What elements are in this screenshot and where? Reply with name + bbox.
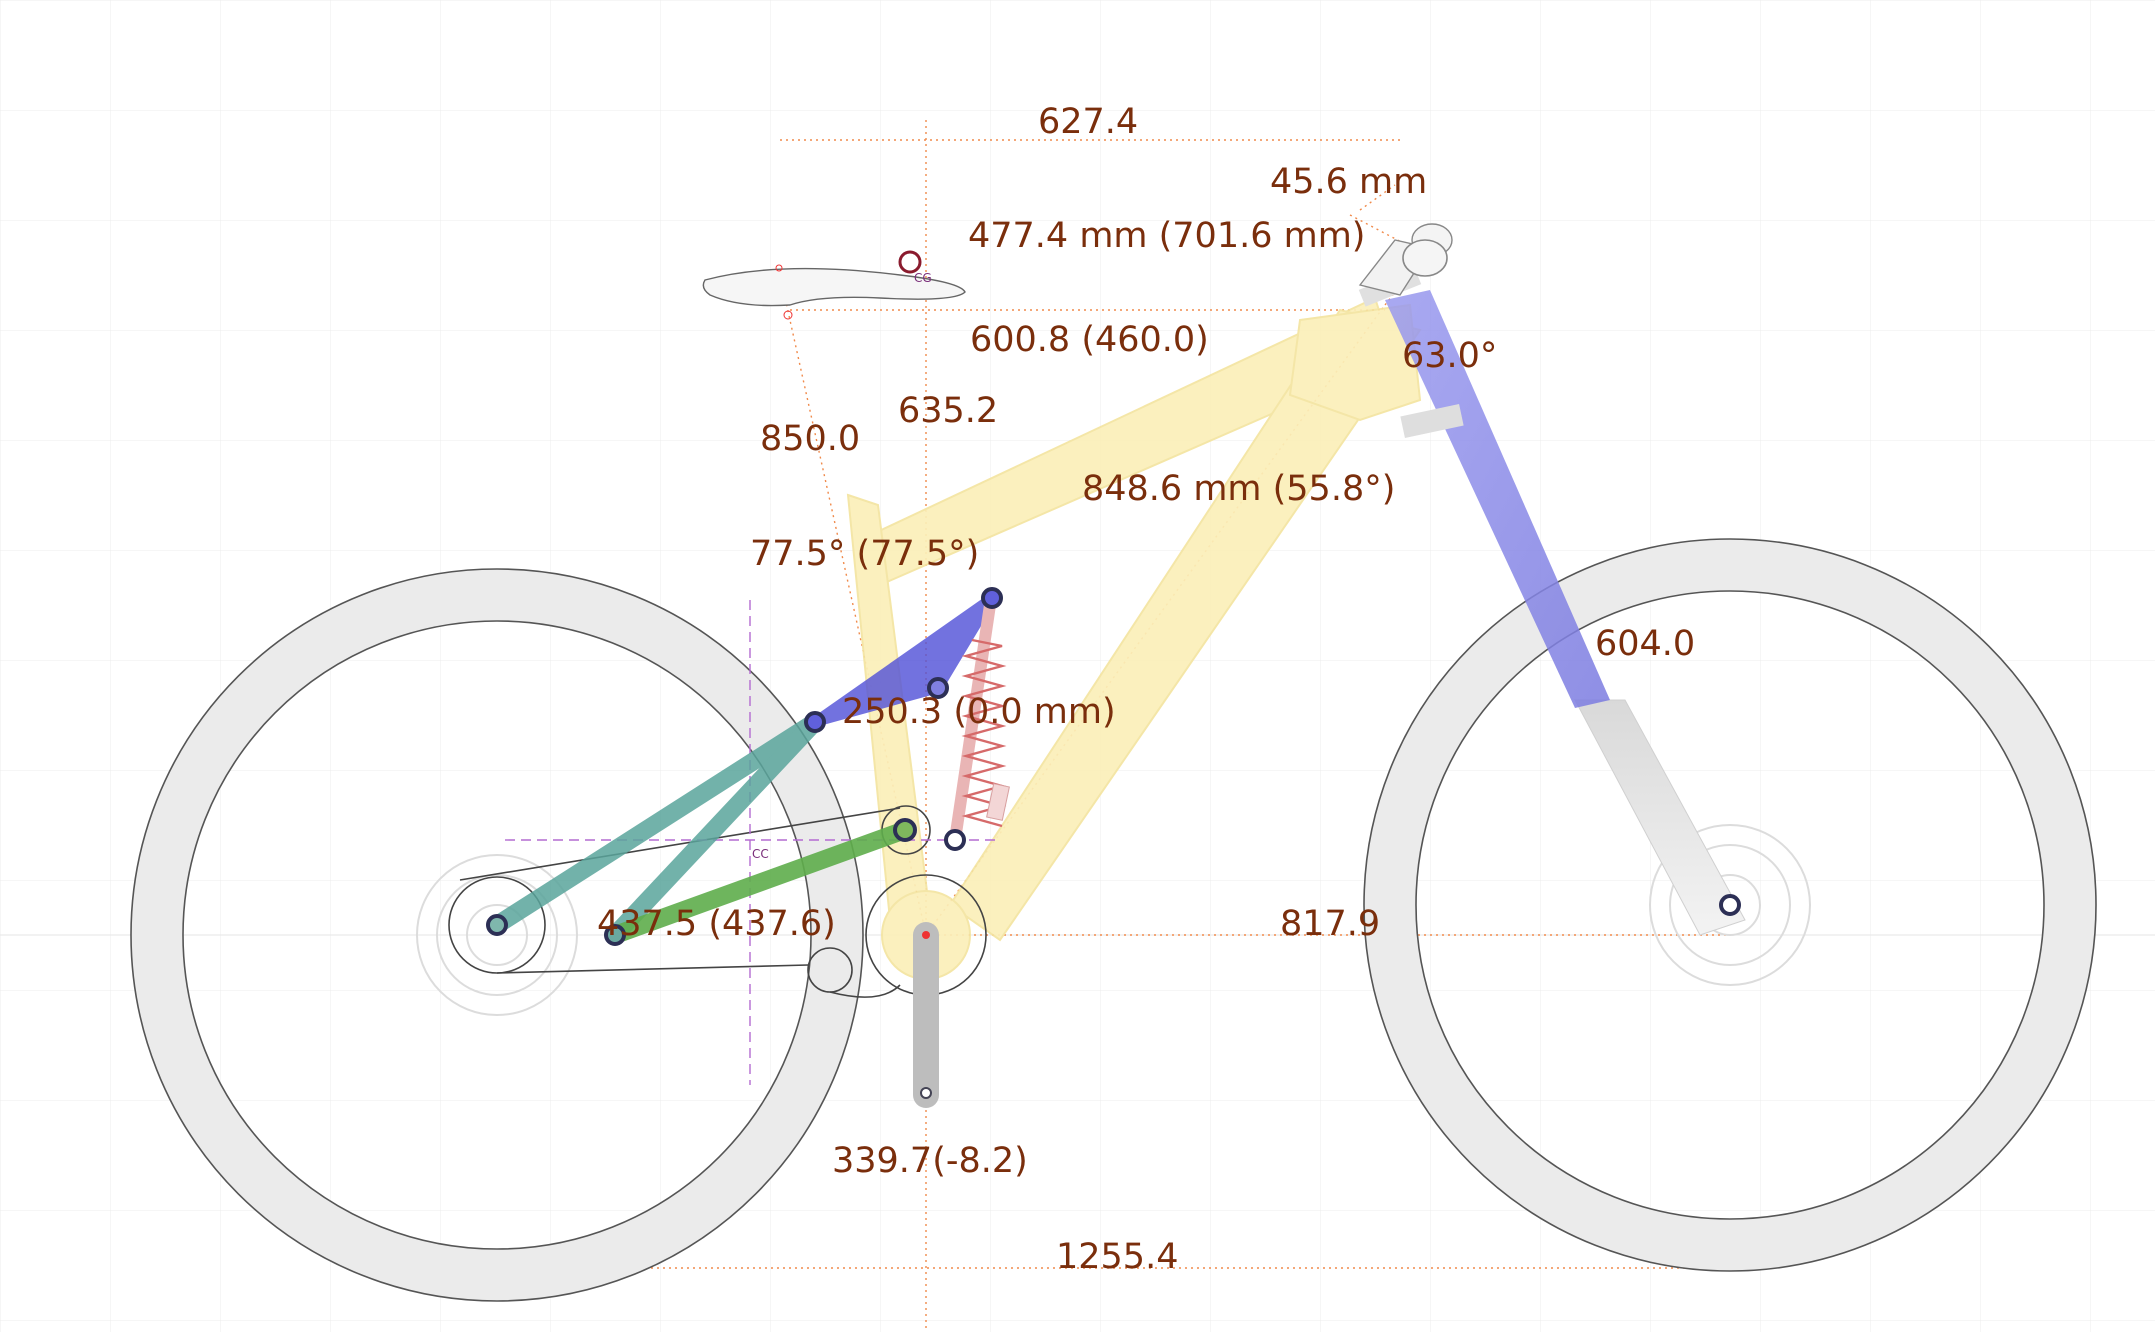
lower-link[interactable] [606, 821, 914, 944]
cg-marker[interactable]: CG [898, 250, 932, 285]
dim-head-angle: 63.0° [1402, 336, 1497, 376]
drivetrain[interactable] [448, 805, 987, 998]
rocker-top-pivot[interactable] [981, 587, 1003, 609]
dim-front-center-bar: 477.4 mm (701.6 mm) [968, 216, 1365, 256]
fork-stanchion [1385, 290, 1610, 708]
dim-fork-length: 604.0 [1595, 624, 1695, 664]
dim-shock-length: 250.3 (0.0 mm) [842, 692, 1116, 732]
crank[interactable] [913, 922, 939, 1108]
rear-wheel[interactable] [130, 568, 864, 1302]
rocker-frame-pivot[interactable] [927, 677, 949, 699]
bb-center [922, 931, 930, 939]
instant-center: CC [505, 600, 1000, 1085]
dim-wheelbase: 1255.4 [1056, 1237, 1178, 1277]
dim-effective-top-tube: 600.8 (460.0) [970, 320, 1209, 360]
saddle-rail-clamp [783, 310, 793, 320]
main-frame[interactable] [846, 296, 1422, 980]
dim-down-tube: 848.6 mm (55.8°) [1082, 469, 1395, 509]
pivots[interactable] [486, 587, 1741, 946]
handlebar-clamp [1402, 239, 1448, 277]
rear-shock[interactable] [949, 604, 1010, 841]
dim-seat-angle: 77.5° (77.5°) [750, 534, 979, 574]
front-axle[interactable] [1719, 894, 1741, 916]
lower-link-rear-pivot[interactable] [604, 924, 626, 946]
rear-axle-pivot[interactable] [486, 914, 508, 936]
dim-stem-length: 45.6 mm [1270, 162, 1427, 202]
seatstay[interactable] [488, 713, 824, 944]
rear-brake-rotor [416, 854, 578, 1016]
cg-label: CG [914, 271, 932, 285]
dim-seat-height: 850.0 [760, 419, 860, 459]
seat[interactable] [702, 264, 966, 320]
dim-front-center: 817.9 [1280, 904, 1380, 944]
dim-chainstay: 437.5 (437.6) [597, 904, 836, 944]
lower-link-frame-pivot[interactable] [893, 818, 917, 842]
dim-stack: 635.2 [898, 391, 998, 431]
dimension-labels: 627.4 45.6 mm 477.4 mm (701.6 mm) 600.8 … [597, 102, 1695, 1277]
dim-bb-height: 339.7(-8.2) [832, 1141, 1028, 1181]
headset-spacer [1400, 404, 1464, 438]
saddle [702, 267, 966, 307]
rocker-link[interactable] [810, 593, 997, 727]
instant-center-label: CC [752, 847, 769, 861]
dim-reach-top: 627.4 [1038, 102, 1138, 142]
seatstay-rocker-pivot[interactable] [804, 711, 826, 733]
shock-lower-mount[interactable] [944, 829, 966, 851]
